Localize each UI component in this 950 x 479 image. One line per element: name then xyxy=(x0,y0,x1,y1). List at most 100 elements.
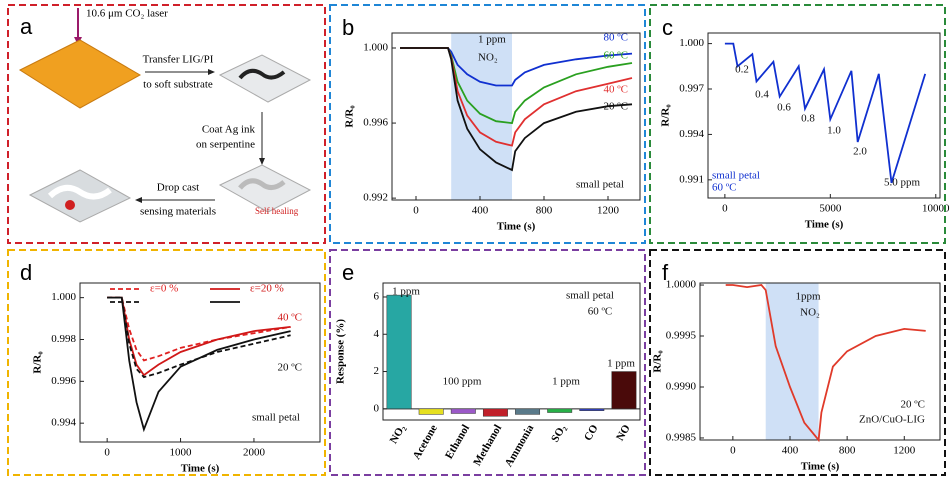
panel-border xyxy=(329,249,646,476)
serpentine xyxy=(238,178,286,190)
panel-border xyxy=(7,4,326,244)
y-tick-label: 0.996 xyxy=(51,375,76,387)
panel-border xyxy=(329,4,646,244)
step-label: Coat Ag ink xyxy=(202,124,256,136)
x-tick-label: Ammonia xyxy=(503,422,537,469)
x-tick-label: Methanol xyxy=(471,423,504,468)
x-tick-label: NO xyxy=(614,422,633,443)
x-tick-label: 1000 xyxy=(170,447,193,459)
line xyxy=(107,296,291,433)
y-tick-label: 0.9995 xyxy=(666,330,697,342)
annotation: 1 ppm xyxy=(478,34,506,46)
line xyxy=(400,47,633,147)
legend-label: 60 ºC xyxy=(604,50,629,62)
annotation: small petal xyxy=(712,170,760,182)
x-tick-label: 1200 xyxy=(597,205,620,217)
annotation: 0.8 xyxy=(801,113,815,125)
y-tick-label: 0.991 xyxy=(679,173,704,185)
annotation: 1.0 xyxy=(827,125,841,137)
x-tick-label: 400 xyxy=(782,445,799,457)
plot-frame xyxy=(382,282,641,421)
panel-border xyxy=(649,249,946,476)
step-label: Transfer LIG/PI xyxy=(143,54,214,66)
y-tick-label: 1.000 xyxy=(51,291,76,303)
y-tick-label: 2 xyxy=(374,365,380,377)
annotation: 1 ppm xyxy=(392,286,420,298)
y-axis-label: R/R₀ xyxy=(652,350,664,373)
x-tick-label: 0 xyxy=(730,445,736,457)
annotation: NO₂ xyxy=(478,52,498,64)
plot-frame xyxy=(699,282,941,441)
bar xyxy=(386,294,412,410)
plot-frame xyxy=(707,32,941,199)
substrate xyxy=(28,169,132,223)
bar xyxy=(611,371,637,410)
step-label: sensing materials xyxy=(140,206,216,218)
annotation: 5.0 ppm xyxy=(884,177,921,189)
panel-border xyxy=(649,4,946,244)
annotation: 60 ºC xyxy=(712,182,737,194)
annotation: 60 ºC xyxy=(588,306,613,318)
legend-label: 20 ºC xyxy=(604,101,629,113)
lig-sheet xyxy=(18,39,142,109)
annotation: 2.0 xyxy=(853,146,867,158)
x-tick-label: 0 xyxy=(104,447,110,459)
legend-label: 40 ºC xyxy=(604,84,629,96)
plot-frame xyxy=(391,32,641,201)
y-tick-label: 0.994 xyxy=(679,128,704,140)
panel-letter: a xyxy=(20,14,33,39)
line xyxy=(724,42,927,184)
x-tick-label: NO₂ xyxy=(388,422,409,446)
bar xyxy=(418,408,444,415)
arrow-head xyxy=(259,158,265,165)
x-tick-label: 1200 xyxy=(893,445,916,457)
legend-label: ε=0 % xyxy=(150,283,178,295)
healing-label: Self healing xyxy=(255,206,299,216)
y-tick-label: 0.992 xyxy=(363,192,388,204)
annotation: 0.6 xyxy=(777,102,791,114)
bar xyxy=(579,408,605,411)
serpentine xyxy=(47,184,112,200)
annotation: 0.4 xyxy=(755,89,769,101)
annotation: 1ppm xyxy=(795,291,821,303)
line xyxy=(107,296,291,362)
bar xyxy=(547,408,573,413)
substrate xyxy=(218,54,312,103)
panel-letter: c xyxy=(662,15,673,40)
y-tick-label: 0.997 xyxy=(679,83,704,95)
annotation: 0.2 xyxy=(735,64,749,76)
y-tick-label: 0 xyxy=(374,402,380,414)
bar xyxy=(482,408,508,417)
annotation: small petal xyxy=(566,290,614,302)
x-tick-label: Acetone xyxy=(411,423,440,462)
y-tick-label: 6 xyxy=(374,291,380,303)
arrow-head xyxy=(208,69,215,75)
panel-a-art: 10.6 μm CO₂ laser Transfer LIG/PI to sof… xyxy=(18,8,312,223)
annotation: small petal xyxy=(252,412,300,424)
y-tick-label: 0.9985 xyxy=(666,431,697,443)
shade xyxy=(765,283,819,440)
y-axis-label: R/R₀ xyxy=(32,351,44,374)
x-tick-label: Ethanol xyxy=(443,423,472,461)
step-label: Drop cast xyxy=(157,182,199,194)
x-axis-label: Time (s) xyxy=(805,219,844,231)
bar xyxy=(515,408,541,415)
annotation: 20 ºC xyxy=(901,399,926,411)
y-axis-label: Response (%) xyxy=(335,319,347,384)
annotation: 1 ppm xyxy=(552,376,580,388)
annotation: ZnO/CuO-LIG xyxy=(859,414,925,426)
shade xyxy=(451,33,512,200)
bar xyxy=(450,408,476,414)
annotation: 1 ppm xyxy=(607,358,635,370)
y-tick-label: 0.994 xyxy=(51,417,76,429)
line xyxy=(725,284,926,443)
x-axis-label: Time (s) xyxy=(801,461,840,473)
annotation: 100 ppm xyxy=(443,376,482,388)
x-tick-label: 800 xyxy=(536,205,553,217)
annotation: small petal xyxy=(576,179,624,191)
panel-letter: e xyxy=(342,260,354,285)
y-tick-label: 0.998 xyxy=(51,333,76,345)
legend-label: ε=20 % xyxy=(250,283,284,295)
plot-frame xyxy=(79,282,321,443)
y-axis-label: R/R₀ xyxy=(344,105,356,128)
